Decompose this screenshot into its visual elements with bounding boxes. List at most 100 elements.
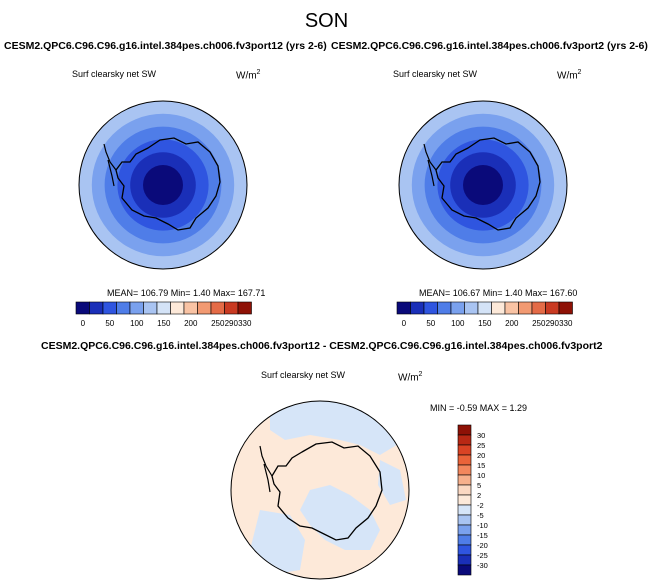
colorbar-box — [143, 301, 158, 315]
left-peninsula-coastline — [103, 143, 117, 187]
colorbar-box — [396, 301, 411, 315]
diff-negative-region-east — [378, 460, 406, 505]
colorbar-tick-label: 25 — [477, 441, 485, 450]
colorbar-box — [457, 514, 472, 526]
diff-panel-title: CESM2.QPC6.C96.C96.g16.intel.384pes.ch00… — [41, 340, 603, 352]
colorbar-box — [89, 301, 104, 315]
right-units-label: W/m2 — [557, 69, 582, 82]
colorbar-box — [457, 434, 472, 446]
colorbar-box — [457, 494, 472, 506]
colorbar-box — [491, 301, 506, 315]
colorbar-tick-label: 0 — [81, 319, 86, 328]
colorbar-box — [457, 534, 472, 546]
colorbar-box — [156, 301, 171, 315]
diff-colorbar-boxes — [457, 424, 472, 576]
map-ring — [143, 165, 183, 205]
colorbar-tick-label: -30 — [477, 561, 488, 570]
colorbar-tick-label: -20 — [477, 541, 488, 550]
colorbar-box — [457, 424, 472, 436]
colorbar-tick-label: 10 — [477, 471, 485, 480]
right-map-border — [398, 100, 568, 270]
colorbar-box — [518, 301, 533, 315]
colorbar-box — [457, 544, 472, 556]
colorbar-box — [531, 301, 546, 315]
colorbar-tick-label: 100 — [451, 319, 465, 328]
colorbar-tick-label: 15 — [477, 461, 485, 470]
colorbar-tick-label: 150 — [478, 319, 492, 328]
colorbar-box — [464, 301, 479, 315]
colorbar-tick-label: -5 — [477, 511, 484, 520]
colorbar-tick-label: 250 — [532, 319, 546, 328]
diff-polar-map — [230, 400, 410, 580]
colorbar-box — [457, 504, 472, 516]
colorbar-box — [457, 464, 472, 476]
right-colorbar-boxes — [396, 301, 573, 315]
colorbar-box — [183, 301, 198, 315]
left-stats: MEAN= 106.79 Min= 1.40 Max= 167.71 — [107, 288, 266, 298]
left-colorbar-boxes — [75, 301, 252, 315]
colorbar-box — [457, 564, 472, 576]
left-map-border — [78, 100, 248, 270]
colorbar-tick-label: 200 — [505, 319, 519, 328]
diff-units-label: W/m2 — [398, 371, 423, 384]
left-variable-label: Surf clearsky net SW — [72, 69, 157, 79]
colorbar-box — [558, 301, 573, 315]
colorbar-tick-label: 330 — [238, 319, 252, 328]
right-map-rings — [399, 101, 567, 269]
colorbar-tick-label: 200 — [184, 319, 198, 328]
diff-map-border — [230, 400, 410, 580]
colorbar-box — [457, 444, 472, 456]
colorbar-box — [457, 554, 472, 566]
colorbar-tick-label: 50 — [426, 319, 435, 328]
colorbar-box — [477, 301, 492, 315]
colorbar-box — [224, 301, 239, 315]
right-stats: MEAN= 106.67 Min= 1.40 Max= 167.60 — [419, 288, 578, 298]
season-title: SON — [304, 10, 349, 32]
right-colorbar: 0 50 100 150 200 250 290 330 — [396, 301, 573, 328]
colorbar-box — [170, 301, 185, 315]
left-polar-map — [78, 100, 248, 270]
colorbar-tick-label: 100 — [130, 319, 144, 328]
colorbar-box — [457, 484, 472, 496]
colorbar-tick-label: 150 — [157, 319, 171, 328]
colorbar-box — [197, 301, 212, 315]
colorbar-tick-label: 20 — [477, 451, 485, 460]
colorbar-box — [410, 301, 425, 315]
colorbar-box — [457, 454, 472, 466]
diff-peninsula-coastline — [259, 445, 273, 493]
colorbar-tick-label: 50 — [105, 319, 114, 328]
colorbar-tick-label: 250 — [211, 319, 225, 328]
colorbar-box — [437, 301, 452, 315]
colorbar-box — [504, 301, 519, 315]
colorbar-box — [129, 301, 144, 315]
right-variable-label: Surf clearsky net SW — [393, 69, 478, 79]
colorbar-tick-label: 330 — [559, 319, 573, 328]
colorbar-tick-label: -10 — [477, 521, 488, 530]
left-colorbar: 0 50 100 150 200 250 290 330 — [75, 301, 252, 328]
diff-stats: MIN = -0.59 MAX = 1.29 — [430, 403, 528, 413]
colorbar-box — [210, 301, 225, 315]
colorbar-box — [116, 301, 131, 315]
colorbar-tick-label: -15 — [477, 531, 488, 540]
right-peninsula-coastline — [423, 143, 437, 187]
colorbar-box — [450, 301, 465, 315]
right-colorbar-labels: 0 50 100 150 200 250 290 330 — [402, 319, 573, 328]
colorbar-tick-label: 290 — [546, 319, 560, 328]
colorbar-box — [457, 524, 472, 536]
colorbar-box — [457, 474, 472, 486]
colorbar-tick-label: 0 — [402, 319, 407, 328]
diff-negative-region-antarctica — [300, 485, 380, 550]
diff-variable-label: Surf clearsky net SW — [261, 370, 346, 380]
left-units-label: W/m2 — [236, 69, 261, 82]
right-polar-map — [398, 100, 568, 270]
colorbar-box — [545, 301, 560, 315]
colorbar-tick-label: 2 — [477, 491, 481, 500]
colorbar-box — [423, 301, 438, 315]
map-ring — [463, 165, 503, 205]
colorbar-tick-label: -25 — [477, 551, 488, 560]
left-map-rings — [79, 101, 247, 269]
right-panel-title: CESM2.QPC6.C96.C96.g16.intel.384pes.ch00… — [331, 40, 648, 52]
left-panel-title: CESM2.QPC6.C96.C96.g16.intel.384pes.ch00… — [4, 40, 327, 52]
